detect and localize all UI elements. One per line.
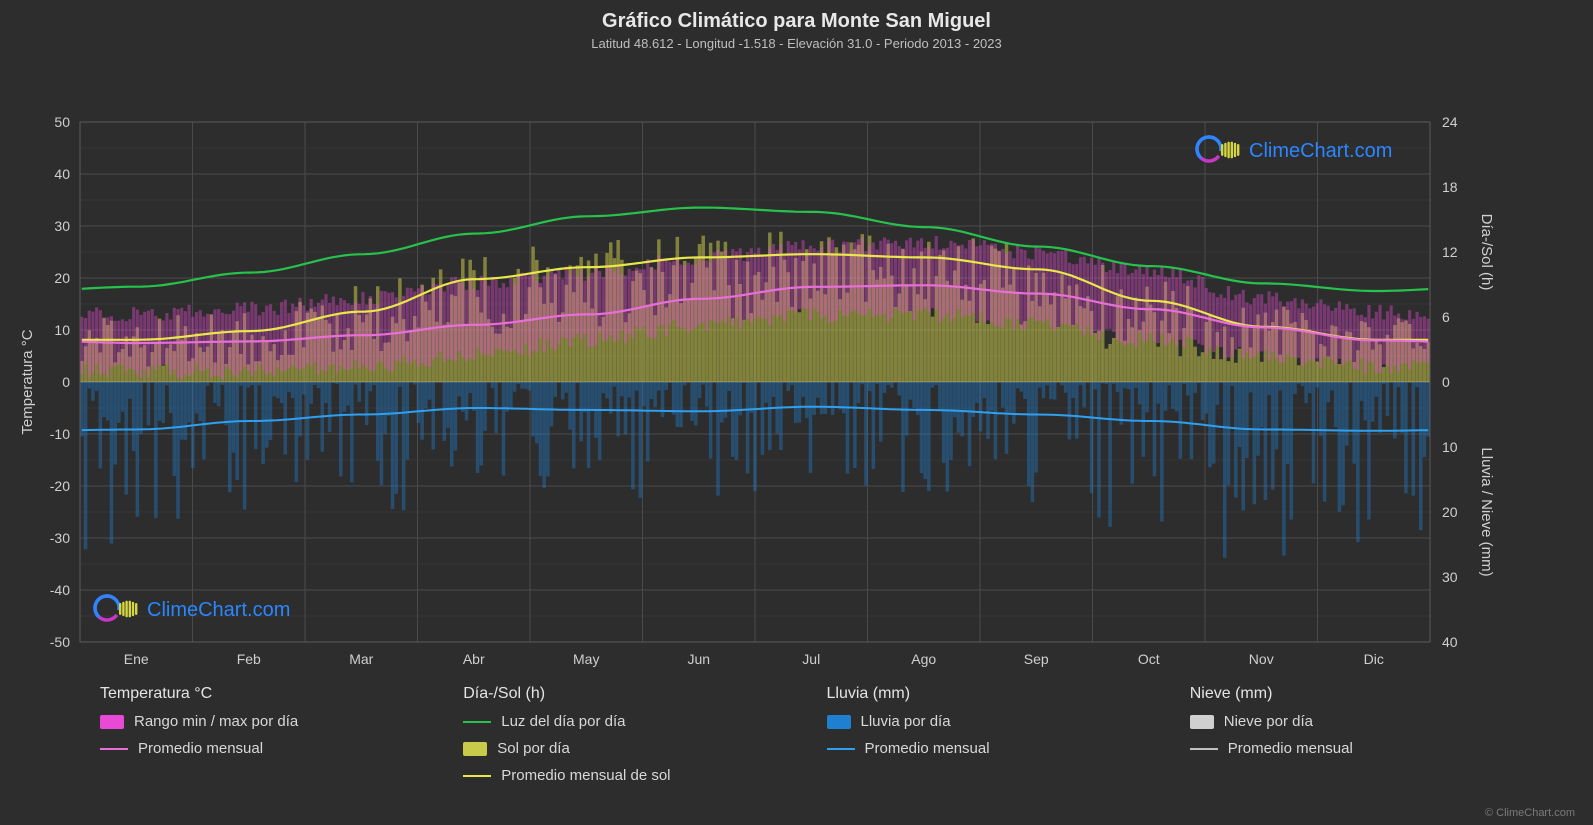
- x-month-label: Jun: [687, 651, 710, 667]
- y-left-tick: -10: [50, 426, 70, 442]
- legend: Temperatura °C Rango min / max por día Pro…: [0, 677, 1593, 790]
- legend-group-title: Nieve (mm): [1190, 685, 1493, 703]
- legend-item-label: Sol por día: [497, 740, 570, 757]
- x-month-label: Feb: [237, 651, 261, 667]
- x-month-label: Jul: [802, 651, 820, 667]
- x-month-label: Sep: [1024, 651, 1049, 667]
- legend-line-swatch: [100, 748, 128, 750]
- y-left-tick: -30: [50, 530, 70, 546]
- legend-item: Promedio mensual de sol: [463, 767, 766, 784]
- legend-swatch: [1190, 715, 1214, 729]
- y-left-tick: -40: [50, 582, 70, 598]
- watermark: ClimeChart.com: [90, 591, 290, 625]
- y-right-top-tick: 24: [1442, 114, 1458, 130]
- legend-item: Sol por día: [463, 740, 766, 757]
- legend-item: Lluvia por día: [827, 713, 1130, 730]
- y-left-tick: 0: [62, 374, 70, 390]
- y-left-tick: 30: [54, 218, 70, 234]
- copyright: © ClimeChart.com: [1485, 807, 1575, 819]
- legend-group-title: Temperatura °C: [100, 685, 403, 703]
- y-left-tick: 50: [54, 114, 70, 130]
- y-right-bottom-tick: 30: [1442, 569, 1458, 585]
- y-left-tick: 20: [54, 270, 70, 286]
- watermark-text: ClimeChart.com: [147, 599, 290, 621]
- legend-item-label: Lluvia por día: [861, 713, 951, 730]
- y-right-top-tick: 12: [1442, 244, 1458, 260]
- chart-title: Gráfico Climático para Monte San Miguel: [0, 0, 1593, 33]
- chart-subtitle: Latitud 48.612 - Longitud -1.518 - Eleva…: [0, 33, 1593, 57]
- legend-swatch: [100, 715, 124, 729]
- legend-line-swatch: [463, 775, 491, 777]
- x-month-label: Mar: [349, 651, 373, 667]
- y-left-tick: 40: [54, 166, 70, 182]
- chart-area: -50 -40 -30 -20 -10 0 10 20 30 40 50 Temperatura °C…: [0, 57, 1593, 677]
- legend-group-title: Día-/Sol (h): [463, 685, 766, 703]
- legend-item-label: Promedio mensual de sol: [501, 767, 670, 784]
- legend-item: Luz del día por día: [463, 713, 766, 730]
- legend-item-label: Promedio mensual: [138, 740, 263, 757]
- y-right-top-tick: 6: [1442, 309, 1450, 325]
- legend-item: Promedio mensual: [100, 740, 403, 757]
- legend-group-title: Lluvia (mm): [827, 685, 1130, 703]
- y-right-top-label: Día-/Sol (h): [1478, 214, 1495, 291]
- legend-item-label: Promedio mensual: [1228, 740, 1353, 757]
- legend-group: Temperatura °C Rango min / max por día Pro…: [100, 685, 403, 784]
- legend-line-swatch: [827, 748, 855, 750]
- legend-line-swatch: [463, 721, 491, 723]
- legend-item-label: Rango min / max por día: [134, 713, 298, 730]
- x-month-label: Nov: [1249, 651, 1274, 667]
- y-right-top-tick: 18: [1442, 179, 1458, 195]
- y-right-top-tick: 0: [1442, 374, 1450, 390]
- legend-item-label: Promedio mensual: [865, 740, 990, 757]
- x-month-label: May: [573, 651, 599, 667]
- legend-item: Rango min / max por día: [100, 713, 403, 730]
- x-month-label: Oct: [1138, 651, 1160, 667]
- y-right-bottom-tick: 40: [1442, 634, 1458, 650]
- watermark-text: ClimeChart.com: [1249, 140, 1392, 162]
- y-left-tick: -20: [50, 478, 70, 494]
- legend-item-label: Luz del día por día: [501, 713, 625, 730]
- legend-group: Día-/Sol (h) Luz del día por día Sol por d…: [463, 685, 766, 784]
- x-month-label: Ene: [124, 651, 149, 667]
- y-left-tick: -50: [50, 634, 70, 650]
- plot-svg: -50 -40 -30 -20 -10 0 10 20 30 40 50 Temperatura °C…: [0, 57, 1593, 677]
- legend-item-label: Nieve por día: [1224, 713, 1313, 730]
- y-right-bottom-tick: 20: [1442, 504, 1458, 520]
- x-month-label: Ago: [911, 651, 936, 667]
- watermark: ClimeChart.com: [1192, 132, 1392, 166]
- legend-item: Promedio mensual: [827, 740, 1130, 757]
- y-left-tick: 10: [54, 322, 70, 338]
- legend-item: Promedio mensual: [1190, 740, 1493, 757]
- legend-group: Lluvia (mm) Lluvia por día Promedio mensua…: [827, 685, 1130, 784]
- legend-item: Nieve por día: [1190, 713, 1493, 730]
- legend-line-swatch: [1190, 748, 1218, 750]
- x-month-label: Abr: [463, 651, 485, 667]
- y-right-bottom-label: Lluvia / Nieve (mm): [1478, 447, 1495, 576]
- y-right-bottom-tick: 10: [1442, 439, 1458, 455]
- y-left-label: Temperatura °C: [19, 329, 36, 434]
- legend-swatch: [827, 715, 851, 729]
- legend-group: Nieve (mm) Nieve por día Promedio mensual: [1190, 685, 1493, 784]
- x-month-label: Dic: [1364, 651, 1384, 667]
- legend-swatch: [463, 742, 487, 756]
